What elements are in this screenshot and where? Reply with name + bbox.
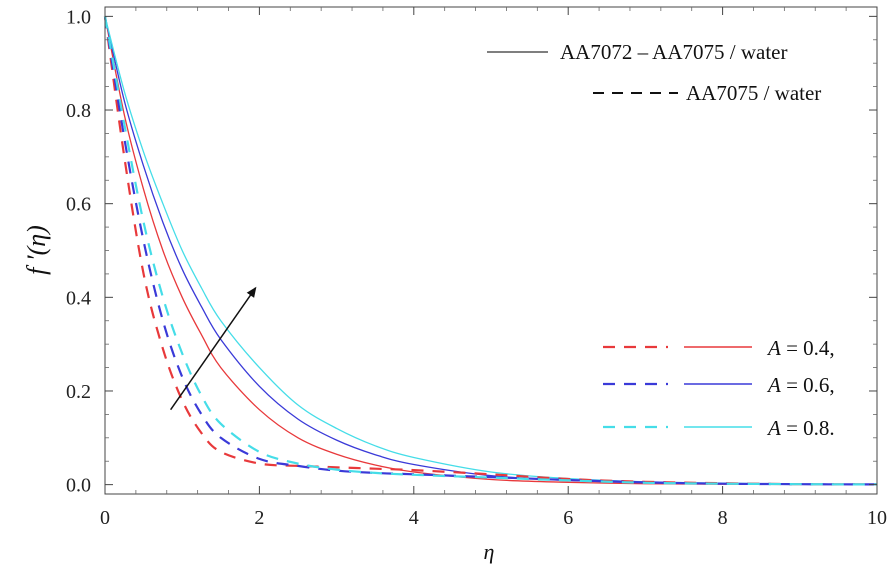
x-tick-label: 2: [254, 507, 264, 529]
param-legend-value: = 0.4,: [781, 336, 835, 360]
y-axis-label: f ′(η): [22, 225, 51, 275]
ticks-layer: 0 2 4 6 8 10 0.0 0.2 0.4 0.6 0.8 1.0: [66, 6, 887, 529]
x-tick-label: 8: [718, 507, 728, 529]
y-tick-label: 0.4: [66, 287, 91, 309]
legend-hybrid-label: AA7072 – AA7075 / water: [560, 40, 787, 64]
y-tick-label: 0.2: [66, 381, 91, 403]
param-legend-value: = 0.8.: [781, 416, 835, 440]
x-axis-label: η: [484, 539, 495, 564]
series-layer: [103, 16, 878, 486]
series-line-mono-2: [103, 16, 878, 486]
y-tick-label: 1.0: [66, 6, 91, 28]
param-legend-label: A = 0.6,: [766, 373, 835, 397]
style-legend: AA7072 – AA7075 / water AA7075 / water: [487, 40, 821, 105]
param-legend-label: A = 0.8.: [766, 416, 835, 440]
x-tick-label: 6: [563, 507, 573, 529]
param-legend-value: = 0.6,: [781, 373, 835, 397]
legend-mono-label: AA7075 / water: [686, 81, 821, 105]
param-legend-variable: A: [766, 416, 781, 440]
param-legend-label: A = 0.4,: [766, 336, 835, 360]
y-tick-label: 0.0: [66, 475, 91, 497]
y-tick-label: 0.8: [66, 100, 91, 122]
param-legend-variable: A: [766, 373, 781, 397]
parameter-legend: A = 0.4,A = 0.6,A = 0.8.: [603, 336, 835, 440]
x-tick-label: 10: [867, 507, 887, 529]
param-legend-variable: A: [766, 336, 781, 360]
increasing-A-arrow: [170, 286, 257, 411]
series-line-mono-1: [103, 16, 878, 486]
x-tick-label: 4: [409, 507, 419, 529]
y-tick-label: 0.6: [66, 194, 91, 216]
x-tick-label: 0: [100, 507, 110, 529]
series-line-hybrid-0: [104, 16, 878, 486]
